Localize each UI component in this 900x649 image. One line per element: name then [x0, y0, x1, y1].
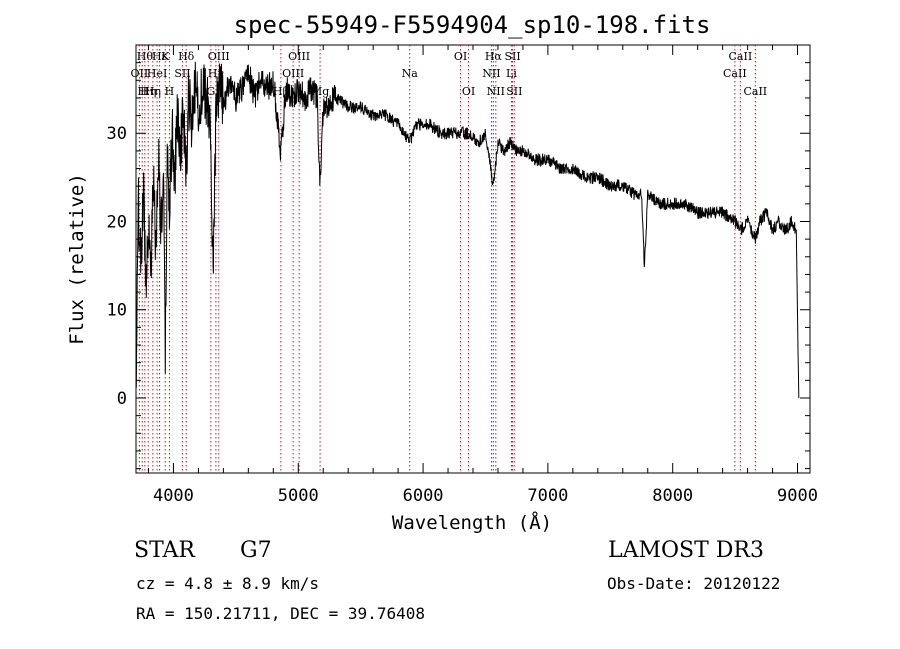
line-marker-label: OI	[454, 50, 467, 63]
line-marker-label: Hε	[152, 50, 168, 63]
line-marker-label: Hα	[485, 50, 503, 63]
line-marker-label: Hθ	[137, 50, 154, 63]
y-axis-label: Flux (relative)	[66, 173, 88, 345]
object-type: STAR	[134, 538, 195, 563]
line-marker-label: G	[206, 85, 215, 98]
line-marker-label: Hη	[140, 85, 156, 98]
x-tick-label: 7000	[527, 486, 568, 506]
line-marker-label: Hδ	[178, 50, 195, 63]
line-marker-label: Na	[402, 67, 419, 80]
x-tick-label: 5000	[278, 486, 319, 506]
line-marker-label: Li	[506, 67, 517, 80]
line-marker-label: H	[137, 85, 147, 98]
y-tick-label: 0	[117, 389, 127, 409]
line-marker-label: CaII	[729, 50, 753, 63]
line-marker-label: NII	[487, 85, 505, 98]
x-axis-ticks: 4000 5000 6000 7000 8000 9000	[147, 45, 818, 506]
y-tick-label: 30	[107, 124, 127, 144]
line-marker-label: SII	[506, 85, 522, 98]
line-marker-label: CaII	[743, 85, 767, 98]
line-marker-label: OI	[462, 85, 475, 98]
x-axis-label: Wavelength (Å)	[392, 511, 552, 534]
plot-frame	[135, 44, 811, 474]
chart-title: spec-55949-F5594904_sp10-198.fits	[234, 11, 711, 39]
y-tick-label: 10	[107, 301, 127, 321]
line-marker-label: NII	[482, 67, 500, 80]
line-marker-label: SII	[504, 50, 520, 63]
line-marker-label: CaII	[723, 67, 747, 80]
line-marker-label: Hβ	[273, 85, 289, 98]
y-axis-ticks: 0 10 20 30	[107, 62, 810, 470]
line-markers	[138, 45, 756, 473]
spectrum-chart: spec-55949-F5594904_sp10-198.fits OII H Hθ…	[66, 11, 818, 534]
line-marker-label: OIII	[282, 67, 304, 80]
line-marker-labels: OIIHHθHηHηHeIHεKHSIIHδGHγOIIIHβOIIIOIIIM…	[131, 50, 768, 98]
line-marker-label: OII	[131, 67, 149, 80]
observation-date: Obs-Date: 20120122	[607, 574, 781, 593]
x-tick-label: 4000	[153, 486, 194, 506]
line-marker-label: H	[165, 85, 175, 98]
line-marker-label: SII	[174, 67, 190, 80]
survey-name: LAMOST DR3	[608, 538, 764, 563]
x-tick-label: 8000	[652, 486, 693, 506]
x-tick-label: 6000	[403, 486, 444, 506]
line-marker-label: OIII	[288, 50, 310, 63]
object-subclass: G7	[240, 538, 272, 563]
redshift-velocity: cz = 4.8 ± 8.9 km/s	[136, 574, 320, 593]
line-marker-label: Hη	[145, 85, 161, 98]
line-marker-label: OIII	[208, 50, 230, 63]
line-marker-label: HeI	[147, 67, 167, 80]
y-tick-label: 20	[107, 212, 127, 232]
x-tick-label: 9000	[777, 486, 818, 506]
sky-coordinates: RA = 150.21711, DEC = 39.76408	[136, 604, 425, 623]
line-marker-label: K	[161, 50, 170, 63]
spectrum-line	[135, 61, 800, 399]
